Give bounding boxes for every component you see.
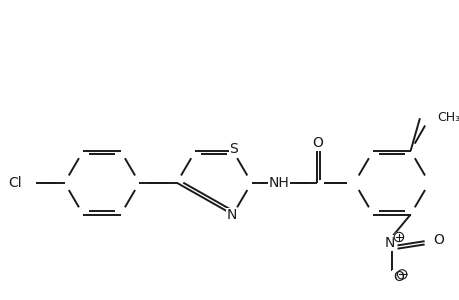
Text: NH: NH (268, 176, 288, 190)
Text: O: O (392, 270, 403, 284)
Text: O: O (432, 233, 443, 247)
Circle shape (397, 270, 406, 279)
Text: S: S (229, 142, 238, 156)
Circle shape (393, 232, 403, 242)
Text: CH₃: CH₃ (437, 111, 459, 124)
Text: N: N (384, 236, 394, 250)
Text: Cl: Cl (8, 176, 22, 190)
Text: O: O (312, 136, 323, 150)
Text: N: N (226, 208, 237, 223)
